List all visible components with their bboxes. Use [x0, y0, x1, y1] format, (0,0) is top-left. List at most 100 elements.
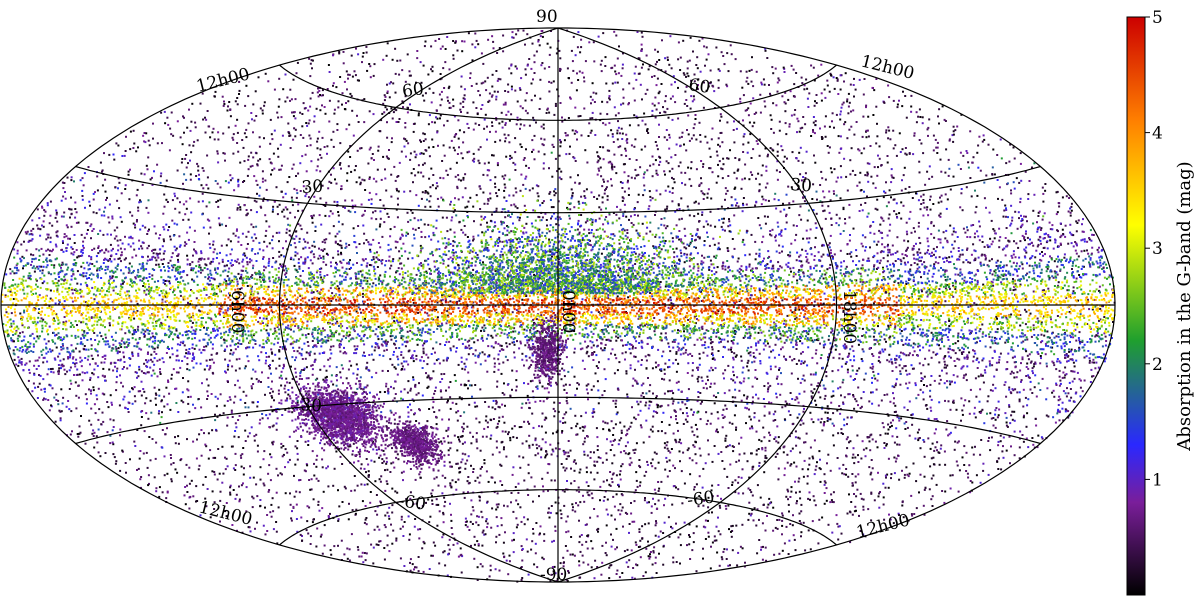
- scatter-point: [507, 505, 509, 507]
- scatter-point: [303, 282, 305, 284]
- scatter-point: [593, 41, 595, 43]
- scatter-point: [561, 117, 563, 119]
- scatter-point: [432, 232, 434, 234]
- scatter-point: [1000, 435, 1002, 437]
- scatter-point: [623, 426, 625, 428]
- scatter-point: [569, 208, 571, 210]
- scatter-point: [863, 391, 865, 393]
- scatter-point: [806, 261, 808, 263]
- scatter-point: [824, 492, 826, 494]
- scatter-point: [900, 218, 902, 220]
- scatter-point: [884, 338, 886, 340]
- scatter-point: [368, 476, 370, 478]
- scatter-point: [697, 252, 699, 254]
- scatter-point: [1010, 373, 1012, 375]
- scatter-point: [621, 572, 623, 574]
- scatter-point: [299, 112, 301, 114]
- scatter-point: [188, 411, 190, 413]
- scatter-point: [374, 346, 376, 348]
- scatter-point: [263, 458, 265, 460]
- scatter-point: [189, 369, 191, 371]
- scatter-point: [186, 208, 188, 210]
- scatter-point: [606, 509, 608, 511]
- scatter-point: [673, 251, 675, 253]
- scatter-point: [795, 72, 797, 74]
- scatter-point: [383, 350, 385, 352]
- scatter-point: [907, 427, 909, 429]
- scatter-point: [163, 396, 165, 398]
- scatter-point: [77, 436, 79, 438]
- scatter-point: [837, 432, 839, 434]
- scatter-point: [906, 233, 908, 235]
- scatter-point: [238, 486, 240, 488]
- scatter-point: [168, 226, 170, 228]
- scatter-point: [530, 364, 532, 366]
- scatter-point: [263, 525, 265, 527]
- scatter-point: [306, 351, 308, 353]
- scatter-point: [432, 146, 434, 148]
- scatter-point: [619, 422, 621, 424]
- scatter-point: [252, 131, 254, 133]
- scatter-point: [470, 72, 472, 74]
- scatter-point: [241, 270, 243, 272]
- scatter-point: [668, 162, 670, 164]
- scatter-point: [388, 216, 390, 218]
- scatter-point: [229, 492, 231, 494]
- scatter-point: [456, 347, 458, 349]
- scatter-point: [216, 405, 218, 407]
- scatter-point: [814, 162, 816, 164]
- scatter-point: [386, 480, 388, 482]
- scatter-point: [222, 473, 224, 475]
- scatter-point: [656, 145, 658, 147]
- scatter-point: [47, 237, 49, 239]
- scatter-point: [760, 362, 762, 364]
- scatter-point: [918, 491, 920, 493]
- scatter-point: [803, 442, 805, 444]
- scatter-point: [378, 541, 380, 543]
- scatter-point: [481, 516, 483, 518]
- scatter-point: [194, 330, 196, 332]
- scatter-point: [855, 476, 857, 478]
- scatter-point: [955, 274, 957, 276]
- scatter-point: [190, 396, 192, 398]
- scatter-point: [717, 484, 719, 486]
- scatter-point: [141, 416, 143, 418]
- scatter-point: [695, 424, 697, 426]
- scatter-point: [154, 476, 156, 478]
- scatter-point: [870, 472, 872, 474]
- scatter-point: [472, 101, 474, 103]
- scatter-point: [129, 391, 131, 393]
- scatter-point: [803, 408, 805, 410]
- scatter-point: [455, 133, 457, 135]
- scatter-point: [480, 108, 482, 110]
- scatter-point: [605, 552, 607, 554]
- scatter-point: [278, 106, 280, 108]
- scatter-point: [621, 187, 623, 189]
- scatter-point: [1000, 440, 1002, 442]
- scatter-point: [946, 387, 948, 389]
- scatter-point: [639, 540, 641, 542]
- scatter-point: [663, 504, 665, 506]
- scatter-point: [1042, 215, 1044, 217]
- scatter-point: [542, 485, 544, 487]
- scatter-point: [702, 558, 704, 560]
- scatter-point: [853, 408, 855, 410]
- scatter-point: [734, 248, 736, 250]
- scatter-point: [583, 80, 585, 82]
- scatter-point: [600, 175, 602, 177]
- scatter-point: [397, 458, 399, 460]
- scatter-point: [501, 404, 503, 406]
- scatter-point: [615, 423, 617, 425]
- scatter-point: [397, 358, 399, 360]
- scatter-point: [444, 501, 446, 503]
- scatter-point: [649, 384, 651, 386]
- scatter-point: [386, 461, 388, 463]
- scatter-point: [632, 449, 634, 451]
- scatter-point: [428, 235, 430, 237]
- scatter-point: [808, 237, 810, 239]
- scatter-point: [652, 564, 654, 566]
- scatter-point: [643, 442, 645, 444]
- scatter-point: [134, 227, 136, 229]
- scatter-point: [129, 148, 131, 150]
- scatter-point: [1013, 240, 1015, 242]
